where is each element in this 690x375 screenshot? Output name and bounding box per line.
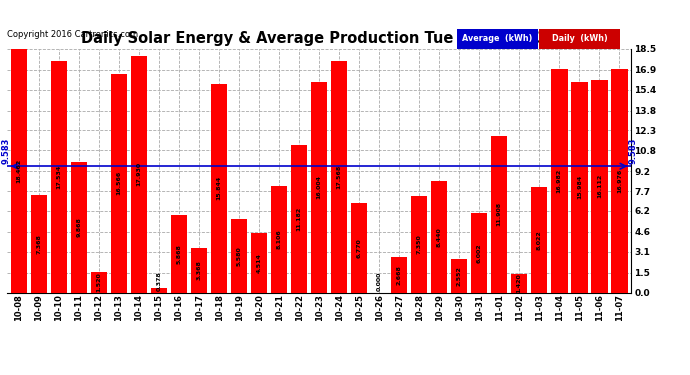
Text: Average  (kWh): Average (kWh) [462,34,532,44]
Text: 16.004: 16.004 [317,175,322,199]
Bar [291,145,307,292]
Title: Daily Solar Energy & Average Production Tue Nov 8 16:31: Daily Solar Energy & Average Production … [81,31,558,46]
Bar [71,162,87,292]
Bar [591,80,607,292]
Bar [391,257,407,292]
Text: 9.583: 9.583 [2,138,11,164]
Text: 5.868: 5.868 [177,244,181,264]
Bar [451,259,467,292]
Text: 15.844: 15.844 [217,176,221,200]
Text: 9.583: 9.583 [629,138,638,164]
Text: 11.182: 11.182 [297,207,302,231]
Text: 7.350: 7.350 [417,234,422,254]
Text: 3.368: 3.368 [197,260,201,280]
Bar [51,62,67,292]
Text: 0.000: 0.000 [377,271,382,291]
Text: 8.106: 8.106 [277,229,282,249]
Text: 1.520: 1.520 [97,273,101,292]
Text: 6.770: 6.770 [357,238,362,258]
Text: 8.440: 8.440 [437,227,442,247]
Text: 16.566: 16.566 [117,171,121,195]
Text: 15.984: 15.984 [577,175,582,200]
Bar [331,61,347,292]
Text: 16.976: 16.976 [617,168,622,193]
Text: 17.534: 17.534 [57,165,61,189]
Bar [91,273,107,292]
Bar [151,288,167,292]
Bar [351,203,367,292]
Text: 8.022: 8.022 [537,230,542,249]
Text: Copyright 2016 Cartronics.com: Copyright 2016 Cartronics.com [7,30,138,39]
Text: 7.368: 7.368 [37,234,41,254]
Text: 4.514: 4.514 [257,253,262,273]
Text: 2.552: 2.552 [457,266,462,286]
Bar [611,69,627,292]
Bar [411,196,427,292]
Bar [531,187,547,292]
Text: 18.462: 18.462 [17,159,21,183]
Text: 6.002: 6.002 [477,243,482,263]
Text: 2.668: 2.668 [397,265,402,285]
Text: 17.930: 17.930 [137,162,141,186]
Bar [31,195,47,292]
Text: 16.112: 16.112 [597,174,602,198]
Text: 9.868: 9.868 [77,217,81,237]
Bar [491,136,507,292]
Bar [311,82,327,292]
Bar [171,215,187,292]
Text: 1.420: 1.420 [517,273,522,293]
Text: 11.908: 11.908 [497,202,502,226]
Bar [511,274,527,292]
Bar [191,248,207,292]
Text: Daily  (kWh): Daily (kWh) [552,34,607,44]
Text: 16.982: 16.982 [557,168,562,193]
Bar [211,84,227,292]
Bar [551,69,567,292]
Bar [571,82,587,292]
Bar [131,56,147,292]
Bar [251,233,267,292]
Bar [431,181,447,292]
Bar [11,49,27,292]
Text: 17.568: 17.568 [337,165,342,189]
Text: 5.580: 5.580 [237,246,241,266]
Bar [111,74,127,292]
Bar [271,186,287,292]
Bar [471,213,487,292]
Text: 0.378: 0.378 [157,271,161,291]
Bar [231,219,247,292]
